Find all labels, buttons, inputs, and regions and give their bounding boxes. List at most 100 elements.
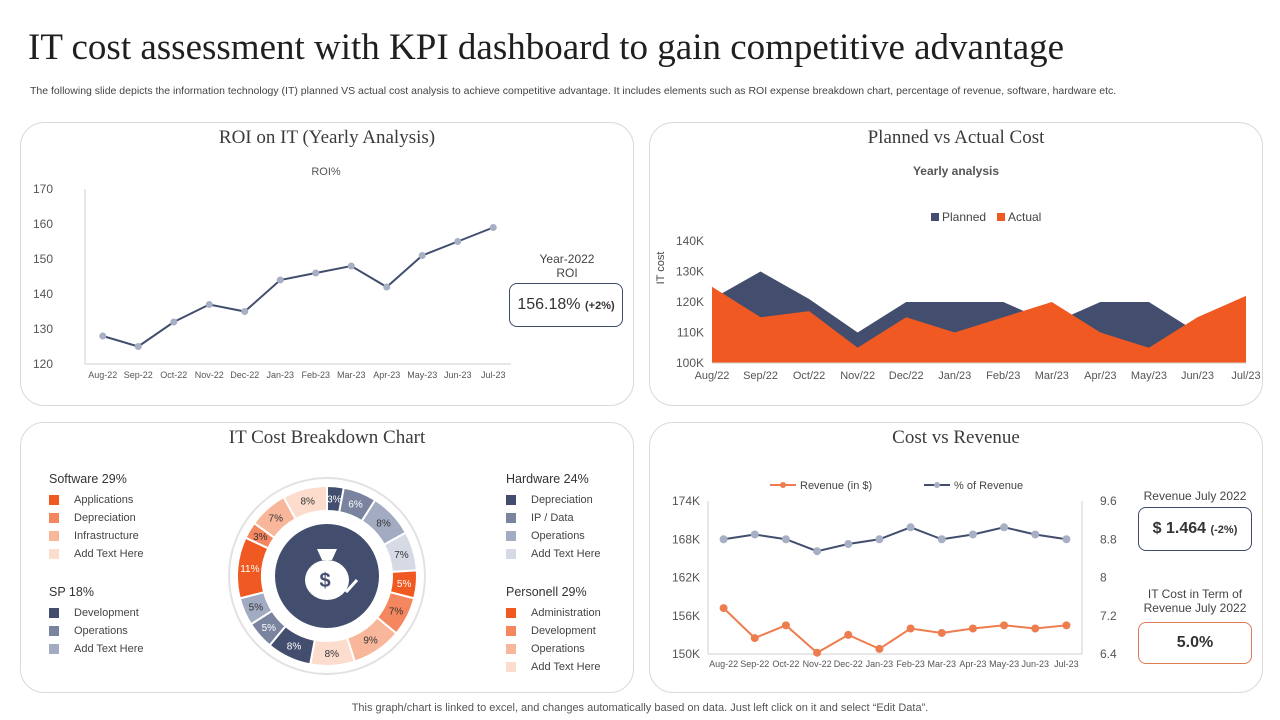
percent-revenue-data-point xyxy=(844,540,853,549)
legend-swatch xyxy=(49,644,59,654)
roi-data-point xyxy=(489,224,497,231)
percent-revenue-data-point xyxy=(750,530,759,539)
percent-revenue-line xyxy=(723,526,1067,553)
percent-revenue-data-point xyxy=(781,535,790,544)
cost-revenue-x-tick-label: Oct-22 xyxy=(772,659,799,669)
legend-item: Add Text Here xyxy=(49,545,144,563)
roi-y-tick-label: 160 xyxy=(33,217,53,231)
legend-personell-title: Personell 29% xyxy=(506,585,587,599)
roi-x-tick-label: Jul-23 xyxy=(481,370,506,380)
money-bag-top xyxy=(317,549,337,560)
legend-marker-percent xyxy=(934,482,940,488)
legend-item: Development xyxy=(506,622,601,640)
legend-label-actual: Actual xyxy=(1008,210,1041,224)
growth-arrow-icon xyxy=(329,578,359,598)
planned-actual-x-tick-label: Jun/23 xyxy=(1181,370,1214,382)
legend-label: Applications xyxy=(74,494,134,506)
donut-slice-label: 9% xyxy=(363,636,378,647)
roi-x-tick-label: Jan-23 xyxy=(266,370,294,380)
cost-revenue-left-tick-label: 174K xyxy=(672,494,700,508)
revenue-data-point xyxy=(968,624,977,633)
cost-revenue-right-tick-label: 8 xyxy=(1100,571,1107,585)
cost-revenue-x-tick-label: Nov-22 xyxy=(803,659,832,669)
cost-revenue-x-tick-label: May-23 xyxy=(989,659,1019,669)
revenue-line xyxy=(722,607,1067,654)
planned-actual-x-tick-label: Mar/23 xyxy=(1035,370,1069,382)
legend-sp-title: SP 18% xyxy=(49,585,94,599)
breakdown-panel: IT Cost Breakdown Chart 3% 6% 8% 7% 5% 7% 9% 8%… xyxy=(20,422,634,693)
revenue-kpi-change: (-2%) xyxy=(1210,524,1238,536)
legend-item: Depreciation xyxy=(49,509,144,527)
donut-slice-label: 3% xyxy=(327,494,342,505)
legend-swatch xyxy=(49,608,59,618)
legend-swatch-planned xyxy=(931,213,939,221)
cost-revenue-x-tick-label: Aug-22 xyxy=(709,659,738,669)
roi-x-tick-label: Dec-22 xyxy=(230,370,259,380)
legend-swatch xyxy=(506,644,516,654)
roi-panel-title: ROI on IT (Yearly Analysis) xyxy=(218,127,436,148)
legend-item: Applications xyxy=(49,491,144,509)
donut-slice-label: 7% xyxy=(389,607,404,618)
revenue-data-point xyxy=(1062,621,1071,630)
legend-label-planned: Planned xyxy=(942,210,986,224)
planned-actual-x-tick-label: Jul/23 xyxy=(1231,370,1260,382)
revenue-data-point xyxy=(1031,624,1040,633)
donut-slice xyxy=(282,484,328,521)
percent-revenue-data-point xyxy=(719,535,728,544)
planned-panel-title: Planned vs Actual Cost xyxy=(867,127,1045,148)
roi-data-point xyxy=(276,276,284,284)
legend-label: Depreciation xyxy=(531,494,593,506)
donut-slice-label: 5% xyxy=(397,579,412,590)
legend-label: IP / Data xyxy=(531,512,574,524)
cost-revenue-right-tick-label: 8.8 xyxy=(1100,532,1117,546)
legend-label: Add Text Here xyxy=(74,548,144,560)
percent-revenue-data-point xyxy=(1000,523,1009,532)
percent-revenue-data-point xyxy=(968,530,977,539)
itcost-kpi-label-1: IT Cost in Term of xyxy=(1147,587,1243,601)
legend-hardware: Hardware 24% Depreciation IP / Data Oper… xyxy=(506,472,601,563)
percent-revenue-data-point xyxy=(875,535,884,544)
legend-label: Infrastructure xyxy=(74,530,139,542)
legend-swatch xyxy=(506,513,516,523)
roi-data-point xyxy=(205,301,213,308)
cost-revenue-x-tick-label: Apr-23 xyxy=(959,659,986,669)
money-bag-icon: $ xyxy=(305,549,359,600)
cost-revenue-left-tick-label: 162K xyxy=(672,571,700,585)
legend-hardware-title: Hardware 24% xyxy=(506,472,589,486)
roi-kpi-value: 156.18% xyxy=(517,296,581,313)
legend-label: Operations xyxy=(531,530,585,542)
roi-y-tick-label: 130 xyxy=(33,322,53,336)
roi-x-tick-label: Aug-22 xyxy=(88,370,117,380)
area-actual xyxy=(712,286,1246,363)
planned-actual-x-tick-label: Dec/22 xyxy=(889,370,924,382)
planned-actual-y-tick-label: 110K xyxy=(677,326,704,340)
percent-revenue-data-point xyxy=(1031,530,1040,539)
revenue-data-point xyxy=(937,628,946,637)
roi-x-tick-label: Sep-22 xyxy=(124,370,153,380)
roi-kpi-label-year: Year-2022 xyxy=(539,252,595,266)
planned-actual-chart-title: Yearly analysis xyxy=(913,164,999,178)
page-title: IT cost assessment with KPI dashboard to… xyxy=(28,27,1065,68)
legend-label: Depreciation xyxy=(74,512,136,524)
cost-revenue-x-tick-label: Sep-22 xyxy=(740,659,769,669)
legend-label: Operations xyxy=(74,625,128,637)
revenue-kpi-label: Revenue July 2022 xyxy=(1143,489,1247,503)
breakdown-panel-title: IT Cost Breakdown Chart xyxy=(228,427,426,448)
legend-label: Add Text Here xyxy=(531,661,601,673)
roi-chart-title: ROI% xyxy=(311,166,341,178)
revenue-panel: Cost vs Revenue Revenue (in $) % of Reven… xyxy=(649,422,1263,693)
legend-personell: Personell 29% Administration Development… xyxy=(506,585,601,676)
legend-item: Administration xyxy=(506,604,601,622)
legend-swatch xyxy=(506,531,516,541)
revenue-data-point xyxy=(719,604,728,613)
percent-revenue-data-point xyxy=(906,523,915,532)
roi-x-tick-label: Feb-23 xyxy=(301,370,330,380)
planned-actual-x-tick-label: Sep/22 xyxy=(743,370,778,382)
percent-revenue-data-point xyxy=(937,535,946,544)
percent-revenue-data-point xyxy=(1062,535,1071,544)
legend-label-revenue: Revenue (in $) xyxy=(800,480,872,492)
roi-data-point xyxy=(170,318,178,326)
roi-y-tick-label: 170 xyxy=(33,182,53,196)
legend-item: Infrastructure xyxy=(49,527,144,545)
planned-panel: Planned vs Actual Cost Yearly analysis Pl… xyxy=(649,122,1263,406)
